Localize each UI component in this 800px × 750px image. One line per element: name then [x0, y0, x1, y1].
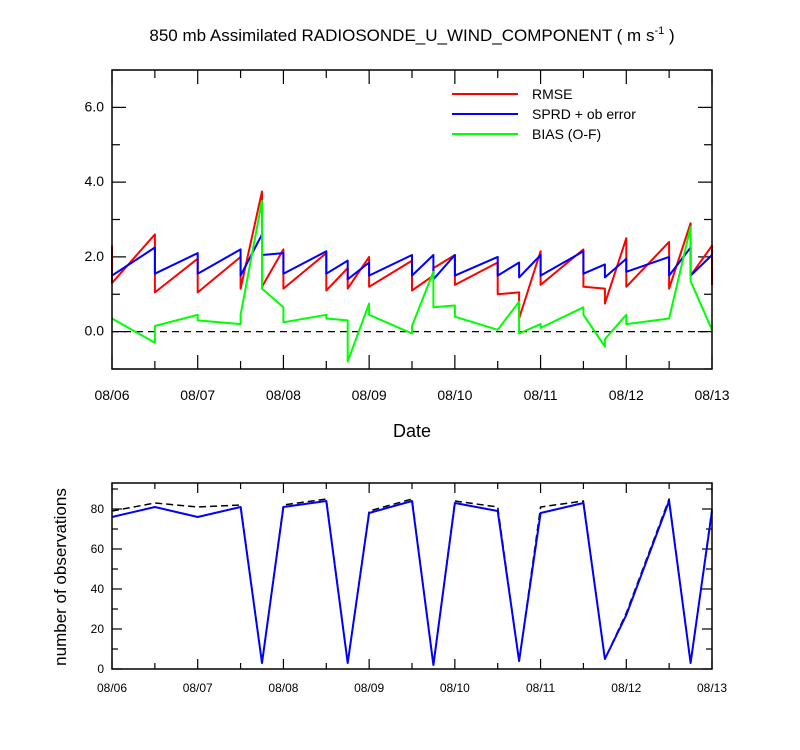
bottom-plot-area: 08/06 08/07 08/08 08/09 08/10 08/11 08/12 08/13…: [91, 482, 727, 695]
x-tick-label: 08/09: [354, 681, 384, 695]
x-tick-label: 08/12: [611, 681, 641, 695]
y-tick-label: 0: [97, 662, 104, 676]
legend-label: SPRD + ob error: [532, 106, 636, 122]
series-line-possible: [111, 498, 713, 666]
x-tick-label: 08/08: [266, 387, 301, 403]
legend: RMSE SPRD + ob error BIAS (O-F): [452, 86, 636, 142]
plot-frame: [111, 69, 713, 370]
legend-label: RMSE: [532, 86, 572, 102]
y-tick-label: 80: [91, 502, 105, 516]
series-line-bias-o-f: [111, 199, 713, 363]
chart-title: 850 mb Assimilated RADIOSONDE_U_WIND_COM…: [149, 25, 674, 45]
y-tick-label: 2.0: [85, 248, 105, 264]
legend-label: BIAS (O-F): [532, 126, 601, 142]
series-line-sprd-ob-error: [111, 233, 713, 281]
x-tick-label: 08/06: [94, 387, 129, 403]
y-tick-label: 60: [91, 542, 105, 556]
x-tick-label: 08/07: [183, 681, 213, 695]
x-tick-label: 08/08: [268, 681, 298, 695]
y-tick-label: 4.0: [85, 173, 105, 189]
y-tick-label: 40: [91, 582, 105, 596]
x-tick-label: 08/13: [694, 387, 729, 403]
top-plot-area: 08/06 08/07 08/08 08/09 08/10 08/11 08/12 08/13…: [85, 69, 730, 403]
x-tick-label: 08/06: [97, 681, 127, 695]
plot-frame: [111, 482, 713, 670]
y-tick-label: 20: [91, 622, 105, 636]
x-tick-label: 08/11: [526, 681, 555, 695]
y-tick-label: 0.0: [85, 323, 105, 339]
x-tick-label: 08/11: [524, 387, 558, 403]
x-tick-label: 08/13: [697, 681, 727, 695]
x-tick-label: 08/10: [437, 387, 472, 403]
y-axis-label: number of observations: [51, 488, 70, 666]
y-tick-label: 6.0: [85, 98, 105, 114]
bottom-chart: 08/06 08/07 08/08 08/09 08/10 08/11 08/12 08/13…: [51, 482, 727, 695]
x-tick-label: 08/12: [609, 387, 644, 403]
x-tick-label: 08/09: [352, 387, 387, 403]
top-chart: 850 mb Assimilated RADIOSONDE_U_WIND_COM…: [85, 25, 730, 441]
x-tick-label: 08/07: [180, 387, 215, 403]
x-axis-label: Date: [393, 421, 431, 441]
x-tick-label: 08/10: [440, 681, 470, 695]
series-line-assimilated: [111, 500, 713, 666]
